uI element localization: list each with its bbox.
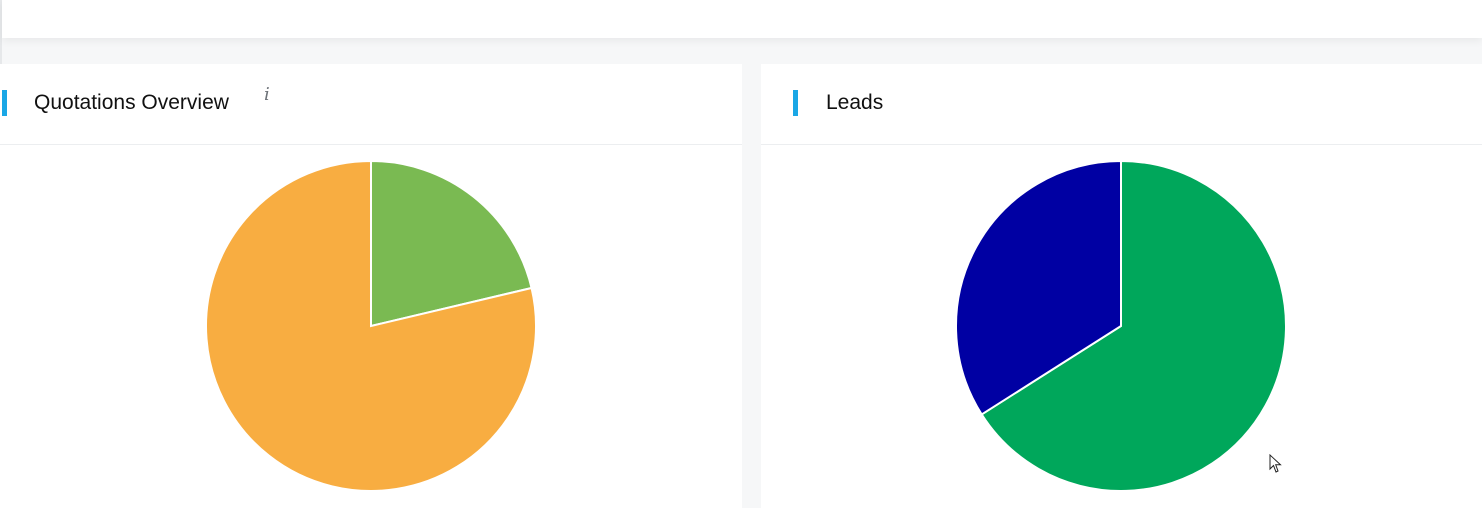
leads-panel-title: Leads (826, 91, 884, 114)
leads-panel-header: Leads (761, 64, 1482, 145)
quotations-pie-chart (205, 159, 537, 492)
pie-slice[interactable] (980, 159, 1287, 492)
pie-slice[interactable] (205, 159, 537, 492)
quotations-overview-panel: Quotations Overview i (0, 64, 742, 508)
pie-slice[interactable] (370, 159, 533, 328)
mouse-pointer-icon (1269, 454, 1282, 473)
pie-slice[interactable] (955, 159, 1122, 416)
leads-pie-chart (955, 159, 1287, 492)
quotations-accent-bar (2, 90, 7, 116)
leads-panel: Leads (761, 64, 1482, 508)
info-icon[interactable]: i (264, 84, 270, 105)
top-header-bar (2, 0, 1482, 38)
leads-accent-bar (793, 90, 798, 116)
quotations-panel-header: Quotations Overview i (0, 64, 742, 145)
quotations-panel-title: Quotations Overview (34, 91, 229, 114)
